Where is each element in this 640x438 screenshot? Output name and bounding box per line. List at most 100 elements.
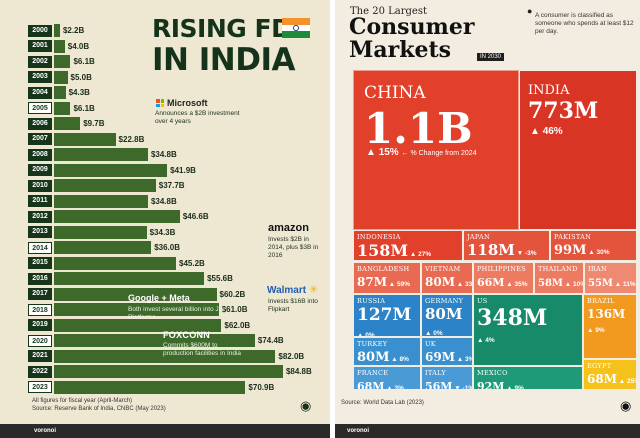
india-value: 773M — [528, 98, 599, 124]
fdi-value-2023: $70.9B — [245, 380, 278, 394]
fdi-bar-2001 — [54, 39, 65, 53]
fdi-value-2006: $9.7B — [80, 117, 108, 130]
fdi-bar-2003 — [54, 70, 68, 84]
year-label-2022: 2022 — [28, 365, 52, 378]
year-label-2004: 2004 — [28, 86, 52, 99]
fdi-value-2016: $55.6B — [204, 272, 236, 285]
germany-name: GERMANY — [425, 297, 464, 305]
fdi-footnote: All figures for fiscal year (April-March… — [32, 398, 133, 404]
indonesia-change: ▲ 27% — [408, 251, 432, 258]
japan-value: 118M — [467, 241, 515, 259]
china-change-value: 15% — [378, 147, 399, 158]
cm-heading-small: The 20 Largest — [350, 6, 427, 17]
annotation-microsoft-company: Microsoft — [167, 98, 208, 108]
fdi-value-2015: $45.2B — [176, 256, 208, 270]
annotation-amazon-text: Invests $2B in 2014, plus $3B in 2016 — [268, 236, 319, 259]
tile-uk: UK 69M ▲ 3% — [421, 337, 473, 366]
fdi-value-2008: $34.8B — [147, 148, 180, 161]
year-label-2013: 2013 — [28, 226, 52, 238]
tile-india: INDIA 773M ▲ 46% — [519, 70, 637, 230]
year-label-2018: 2018 — [28, 303, 52, 316]
fdi-bar-2008 — [54, 148, 148, 161]
fdi-bar-2022 — [54, 365, 283, 378]
fdi-bar-2007 — [54, 132, 116, 146]
fdi-bar-2016 — [54, 272, 205, 285]
cm-note: A consumer is classified as someone who … — [535, 12, 634, 35]
tile-vietnam: VIETNAM 80M ▲ 33% — [421, 262, 473, 294]
germany-change: ▲ 0% — [425, 330, 443, 337]
fdi-bar-2019 — [54, 318, 222, 332]
annotation-foxconn-text: Commits $600M to production facilities i… — [163, 342, 242, 357]
france-change: ▲ 3% — [384, 385, 404, 390]
fdi-value-2001: $4.0B — [64, 39, 93, 53]
bangladesh-change: ▲ 59% — [386, 281, 411, 288]
fdi-bar-2005 — [54, 101, 71, 115]
iran-name: IRAN — [588, 265, 608, 273]
tile-russia: RUSSIA 127M ▲ 0% — [353, 294, 421, 337]
annotation-amazon-company: amazon — [268, 222, 309, 234]
us-change: ▲ 4% — [477, 337, 495, 344]
year-label-2003: 2003 — [28, 71, 52, 83]
india-change-value: 46% — [542, 126, 563, 137]
tile-indonesia: INDONESIA 158M ▲ 27% — [353, 230, 463, 261]
japan-name: JAPAN — [467, 233, 490, 241]
egypt-name: EGYPT — [587, 362, 612, 370]
cm-brand: voronoi — [347, 428, 369, 434]
fdi-title-line2: IN INDIA — [152, 42, 296, 78]
mexico-name: MEXICO — [477, 369, 508, 377]
thailand-change: ▲ 10% — [563, 281, 584, 288]
fdi-bar-2013 — [54, 225, 147, 239]
italy-change: ▼ -1% — [452, 385, 473, 390]
pakistan-name: PAKISTAN — [554, 233, 592, 241]
iran-change: ▲ 11% — [613, 281, 636, 288]
uk-name: UK — [425, 340, 436, 348]
russia-name: RUSSIA — [357, 297, 386, 305]
us-name: US — [477, 297, 488, 305]
germany-value: 80M — [425, 305, 463, 323]
egypt-value: 68M — [587, 372, 617, 386]
year-label-2014: 2014 — [28, 241, 52, 254]
fdi-bar-2004 — [54, 86, 66, 99]
year-label-2017: 2017 — [28, 288, 52, 300]
fdi-value-2021: $82.0B — [275, 349, 308, 363]
consumer-icon: ● — [527, 6, 533, 16]
year-label-2015: 2015 — [28, 257, 52, 269]
cm-owl-logo-icon: ◉ — [620, 398, 632, 413]
year-label-2016: 2016 — [28, 272, 52, 285]
fdi-value-2003: $5.0B — [67, 70, 95, 84]
china-name: CHINA — [364, 83, 426, 103]
fdi-chart-panel: RISING FDI IN INDIA 2000 $2.2B 2001 $4.0B 20… — [0, 0, 330, 438]
year-label-2010: 2010 — [28, 179, 52, 192]
italy-name: ITALY — [425, 369, 446, 377]
fdi-bar-2020 — [54, 334, 255, 347]
tile-turkey: TURKEY 80M ▲ 8% — [353, 337, 421, 366]
fdi-bar-2018 — [54, 303, 219, 316]
indonesia-value: 158M — [357, 241, 409, 260]
fdi-value-2011: $34.8B — [147, 194, 180, 208]
year-label-2023: 2023 — [28, 381, 52, 393]
cm-heading-big: Consumer Markets — [349, 14, 475, 63]
thailand-name: THAILAND — [538, 265, 578, 273]
year-label-2019: 2019 — [28, 319, 52, 331]
iran-value: 55M — [588, 278, 613, 289]
fdi-value-2000: $2.2B — [59, 24, 88, 37]
fdi-value-2017: $60.2B — [216, 287, 249, 301]
tile-france: FRANCE 68M ▲ 3% — [353, 366, 421, 390]
cm-heading-year: IN 2030 — [477, 53, 505, 61]
fdi-source: Source: Reserve Bank of India, CNBC (May… — [32, 406, 166, 412]
fdi-brand: voronoi — [34, 428, 56, 434]
fdi-bar-2010 — [54, 179, 156, 192]
mexico-value: 92M — [477, 380, 505, 390]
philippines-value: 66M — [477, 276, 505, 289]
tile-egypt: EGYPT 68M ▲ 25% — [583, 359, 637, 390]
year-label-2008: 2008 — [28, 148, 52, 161]
fdi-bar-2012 — [54, 210, 180, 223]
fdi-value-2010: $37.7B — [155, 179, 188, 192]
us-value: 348M — [477, 305, 548, 331]
fdi-value-2007: $22.8B — [115, 132, 148, 146]
bangladesh-name: BANGLADESH — [357, 265, 410, 273]
annotation-walmart-text: Invests $16B into Flipkart — [268, 298, 318, 313]
fdi-bar-2021 — [54, 349, 276, 363]
mexico-change: ▲ 9% — [504, 385, 524, 390]
turkey-value: 80M — [357, 350, 390, 365]
